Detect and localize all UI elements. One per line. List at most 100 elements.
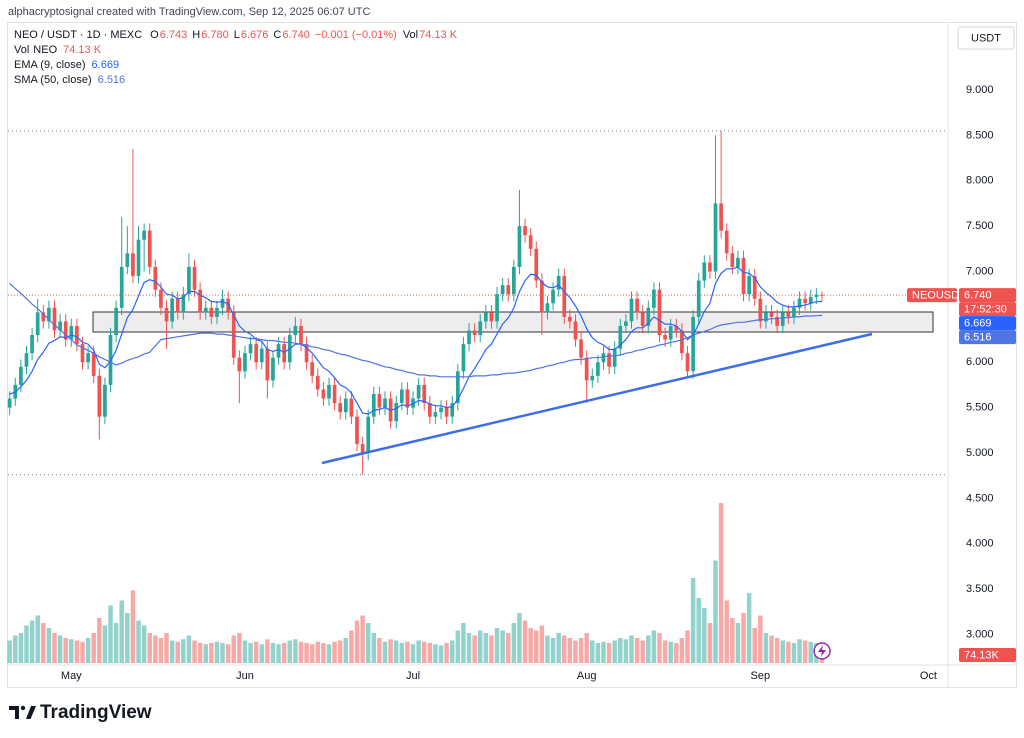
legend-volume-value: 74.13 K: [63, 44, 102, 56]
volume-bar: [550, 638, 556, 663]
volume-bar: [29, 620, 35, 663]
volume-bar: [606, 643, 612, 663]
ohlc-value: 6.780: [201, 29, 229, 41]
volume-bar: [315, 641, 321, 663]
logo-slash: [26, 706, 36, 719]
replay-icon[interactable]: [813, 642, 831, 660]
ohlc-name: C: [273, 29, 281, 41]
candle-body: [114, 307, 118, 336]
volume-bar: [382, 641, 388, 663]
candle-body: [399, 389, 404, 404]
volume-bar: [332, 641, 337, 663]
x-tick-label: Jul: [406, 670, 420, 682]
candle-body: [607, 353, 611, 367]
brand-name: TradingView: [40, 702, 152, 723]
currency-label[interactable]: USDT: [971, 32, 1001, 44]
volume-bar: [102, 625, 108, 663]
volume-bar: [685, 630, 690, 663]
volume-bar: [780, 640, 785, 663]
y-tick-label: 9.000: [966, 84, 994, 96]
candle-body: [478, 321, 483, 336]
candle-body: [282, 344, 287, 363]
volume-value: 74.13 K: [419, 29, 458, 41]
volume-bar: [153, 635, 158, 663]
candle-body: [69, 325, 74, 340]
volume-bar: [85, 638, 91, 663]
candle-body: [159, 289, 163, 308]
legend-value: 6.669: [92, 59, 120, 71]
ohlc-name: L: [234, 29, 240, 41]
last-price-tag-box: [959, 288, 1016, 303]
candle-body: [680, 330, 684, 354]
candle-body: [226, 298, 231, 313]
volume-bar: [321, 643, 326, 663]
candle-body: [551, 289, 555, 304]
candle-body: [455, 371, 460, 404]
candle-body: [237, 357, 242, 372]
candle-body: [19, 366, 23, 385]
legend-value: 6.516: [98, 74, 126, 86]
candle-body: [489, 312, 494, 322]
currency-button[interactable]: [957, 26, 1015, 50]
candle-body: [265, 348, 270, 381]
candle-body: [147, 230, 152, 267]
volume-bar: [702, 608, 707, 663]
volume-bar: [416, 640, 421, 663]
y-tick-label: 7.500: [966, 220, 994, 232]
volume-bar: [360, 615, 365, 663]
volume-bar: [304, 643, 309, 663]
candle-body: [209, 307, 214, 317]
volume-bar: [248, 643, 253, 663]
candle-body: [568, 316, 572, 322]
volume-bar: [119, 600, 124, 663]
icon-bolt[interactable]: [818, 645, 826, 657]
candle-body: [254, 344, 259, 363]
volume-bar: [483, 633, 489, 663]
candle-body: [775, 316, 779, 326]
volume-bar: [786, 641, 791, 663]
legend-volume-name: Vol: [14, 44, 29, 56]
volume-bar: [808, 641, 813, 663]
y-tick-label: 4.000: [966, 538, 994, 550]
volume-bar: [769, 635, 774, 663]
volume-bar: [69, 639, 74, 663]
indicator-tag-box: [959, 330, 1016, 345]
volume-bar: [343, 638, 349, 663]
volume-bar: [63, 638, 68, 663]
volume-bar: [584, 633, 589, 663]
candle-body: [52, 307, 57, 331]
x-tick-label: Oct: [920, 670, 937, 682]
candle-body: [528, 235, 533, 249]
volume-bar: [113, 623, 119, 663]
volume-bar: [309, 644, 315, 663]
legend-name: EMA (9, close): [14, 59, 86, 71]
last-price-tag: 6.740: [964, 289, 992, 301]
candle-body: [708, 262, 712, 272]
volume-bar: [265, 639, 270, 663]
volume-bar: [97, 618, 102, 663]
candle-body: [304, 344, 309, 363]
volume-bar: [590, 640, 595, 663]
candle-body: [506, 285, 511, 295]
volume-bar: [18, 633, 24, 663]
volume-name: Vol: [403, 29, 418, 41]
volume-bar: [326, 644, 332, 663]
volume-bar: [758, 615, 763, 663]
candle-body: [467, 330, 471, 345]
volume-bar: [657, 633, 662, 663]
volume-bar: [618, 638, 623, 663]
volume-bar: [298, 641, 304, 663]
ohlc-value: 6.740: [282, 29, 310, 41]
volume-bar: [741, 613, 746, 663]
y-tick-label: 6.000: [966, 356, 994, 368]
volume-bar: [651, 630, 657, 663]
candle-body: [780, 312, 785, 326]
candle-body: [355, 416, 359, 444]
volume-bar: [449, 640, 455, 663]
ohlc-value: 6.743: [160, 29, 188, 41]
candle-body: [786, 312, 791, 317]
candle-body: [668, 325, 673, 340]
candle-body: [293, 325, 298, 336]
candle-body: [343, 398, 348, 413]
logo-dot: [20, 705, 26, 711]
